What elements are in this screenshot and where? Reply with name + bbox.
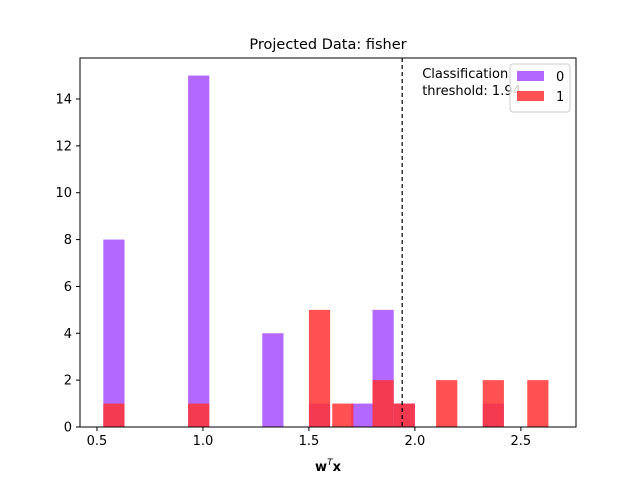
legend-swatch-1 [517, 91, 544, 101]
bar-series-1-0 [103, 403, 125, 427]
y-tick-label-6: 12 [55, 139, 72, 154]
bar-series-0-0 [103, 239, 125, 427]
legend-label-0: 0 [556, 70, 564, 85]
bar-series-1-4 [372, 380, 394, 427]
bars-layer [103, 75, 549, 428]
bar-series-1-8 [527, 380, 549, 427]
chart-title: Projected Data: fisher [249, 37, 406, 53]
x-tick-label-2: 1.5 [299, 434, 320, 449]
bar-series-0-2 [262, 333, 284, 427]
y-tick-label-5: 10 [55, 186, 72, 201]
x-axis-label-main: w [315, 460, 327, 475]
x-tick-label-0: 0.5 [87, 434, 108, 449]
bar-series-0-1 [188, 75, 210, 428]
x-tick-label-1: 1.0 [193, 434, 214, 449]
bar-series-1-2 [308, 309, 331, 427]
legend: 01 [509, 63, 571, 113]
bar-series-1-5 [393, 403, 415, 427]
x-axis-label: wTx [315, 458, 342, 475]
y-tick-label-0: 0 [64, 421, 72, 436]
x-tick-label-3: 2.0 [405, 434, 426, 449]
x-axis-label-sup: T [327, 458, 334, 468]
y-tick-label-2: 4 [64, 327, 72, 342]
y-tick-label-1: 2 [64, 374, 72, 389]
bar-series-0-4 [351, 403, 373, 427]
legend-swatch-0 [517, 71, 544, 81]
bar-series-1-1 [188, 403, 210, 427]
y-tick-label-4: 8 [64, 233, 72, 248]
legend-label-1: 1 [556, 90, 564, 105]
threshold-label-line2: threshold: 1.94 [422, 84, 521, 99]
plot-frame [79, 57, 577, 428]
threshold-layer: Classification threshold: 1.94 [401, 58, 521, 427]
threshold-label-line1: Classification [422, 67, 508, 82]
bar-series-1-6 [436, 380, 458, 427]
x-axis-label-tail: x [333, 460, 342, 475]
x-tick-label-4: 2.5 [511, 434, 532, 449]
bar-series-1-3 [332, 403, 354, 427]
bar-series-1-7 [482, 380, 504, 427]
y-tick-label-3: 6 [64, 280, 72, 295]
y-tick-label-7: 14 [55, 93, 72, 108]
